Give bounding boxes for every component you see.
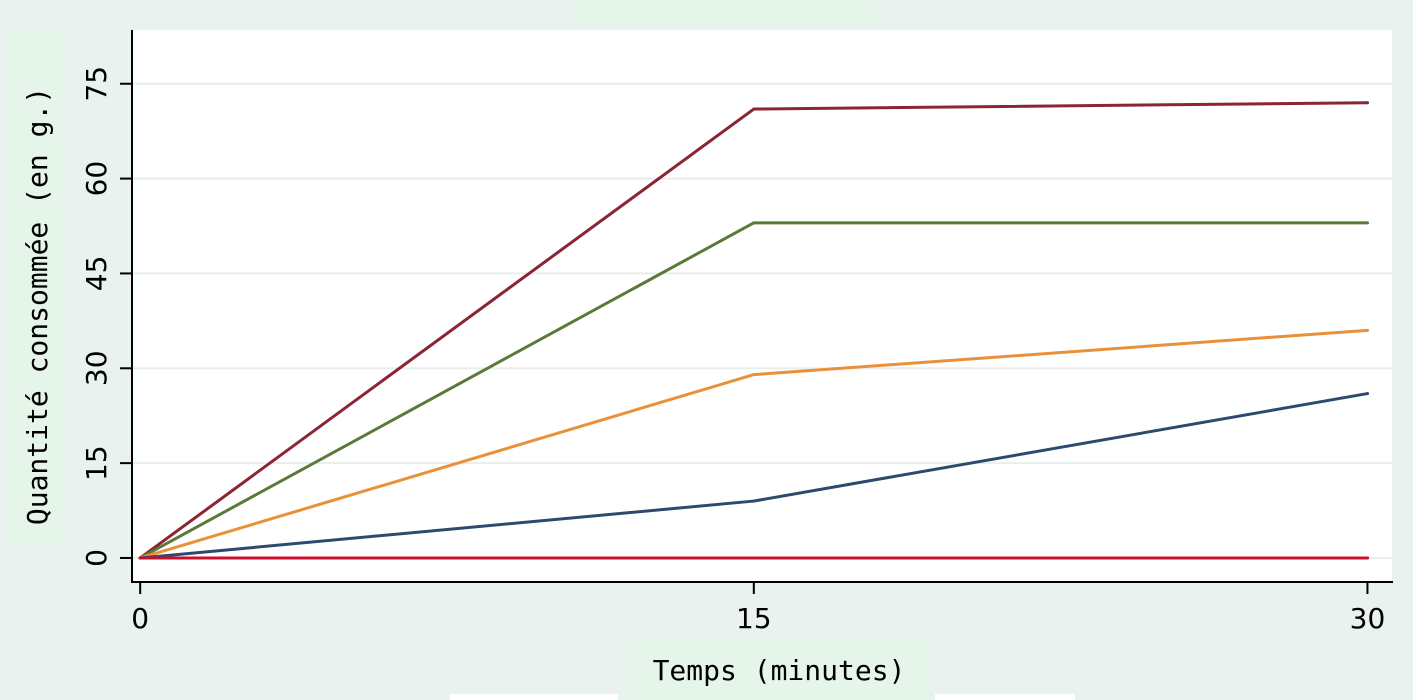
y-tick-label: 15 [80, 445, 113, 481]
bottom-bar-left [450, 694, 618, 700]
series-5-point-0 [138, 556, 142, 560]
axis-ticks: 0 15 30 45 60 75 0 15 30 [80, 66, 1385, 635]
y-tick-label: 30 [80, 350, 113, 386]
y-tick-label: 75 [80, 66, 113, 102]
y-axis-title: Quantité consommée (en g.) [21, 87, 54, 525]
x-tick-label: 15 [736, 602, 772, 635]
top-highlight-box [572, 0, 878, 26]
x-tick-label: 0 [131, 602, 149, 635]
y-tick-label: 45 [80, 256, 113, 292]
xlabel-highlight-box [628, 640, 930, 700]
series-3-point-2 [1365, 328, 1369, 332]
y-tick-label: 0 [80, 549, 113, 567]
ylabel-highlight-box [8, 30, 64, 548]
series-lines [138, 101, 1369, 560]
series-3-point-1 [752, 373, 756, 377]
series-4-point-2 [1365, 392, 1369, 396]
plot-area [132, 30, 1392, 582]
x-tick-label: 30 [1350, 602, 1386, 635]
series-1-point-2 [1365, 101, 1369, 105]
series-2-point-1 [752, 221, 756, 225]
series-1-point-1 [752, 107, 756, 111]
series-5-point-1 [752, 556, 756, 560]
series-5-point-2 [1365, 556, 1369, 560]
series-2-point-2 [1365, 221, 1369, 225]
bottom-bar-right [935, 694, 1075, 700]
series-4-point-1 [752, 499, 756, 503]
x-axis-title: Temps (minutes) [653, 654, 906, 687]
y-tick-label: 60 [80, 161, 113, 197]
